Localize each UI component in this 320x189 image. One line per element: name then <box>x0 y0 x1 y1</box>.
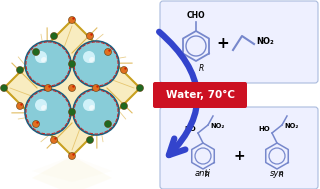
Circle shape <box>105 49 111 56</box>
Circle shape <box>83 51 95 63</box>
Circle shape <box>137 84 143 91</box>
Circle shape <box>68 108 76 115</box>
Text: NO₂: NO₂ <box>210 123 224 129</box>
Circle shape <box>41 57 47 63</box>
Text: R: R <box>279 172 284 178</box>
Circle shape <box>35 99 47 111</box>
Text: HO: HO <box>184 126 196 132</box>
Circle shape <box>124 67 127 70</box>
Circle shape <box>72 85 75 88</box>
Circle shape <box>89 57 95 63</box>
Circle shape <box>83 99 95 111</box>
Polygon shape <box>32 156 112 189</box>
Text: R: R <box>199 64 204 73</box>
Polygon shape <box>32 156 112 182</box>
Circle shape <box>1 84 7 91</box>
Circle shape <box>92 84 100 91</box>
Circle shape <box>68 153 76 160</box>
Circle shape <box>48 85 51 88</box>
Text: Water, 70°C: Water, 70°C <box>165 90 235 100</box>
Text: HO: HO <box>258 126 270 132</box>
Circle shape <box>25 89 71 135</box>
Circle shape <box>121 67 127 74</box>
Text: CHO: CHO <box>187 11 205 20</box>
Circle shape <box>108 49 111 52</box>
Text: +: + <box>233 149 245 163</box>
Circle shape <box>25 41 71 87</box>
Polygon shape <box>4 20 140 156</box>
Text: NO₂: NO₂ <box>256 37 274 46</box>
FancyBboxPatch shape <box>160 107 318 189</box>
Text: anti: anti <box>195 169 211 178</box>
Circle shape <box>68 60 76 67</box>
Circle shape <box>44 84 52 91</box>
Circle shape <box>33 49 39 56</box>
FancyBboxPatch shape <box>153 82 247 108</box>
Text: +: + <box>217 36 229 51</box>
Circle shape <box>35 51 47 63</box>
Circle shape <box>96 85 99 88</box>
Text: syn: syn <box>270 169 284 178</box>
Circle shape <box>54 137 57 140</box>
Circle shape <box>89 105 95 111</box>
Circle shape <box>72 153 75 156</box>
Circle shape <box>20 103 23 106</box>
Circle shape <box>72 17 75 20</box>
Circle shape <box>86 33 93 40</box>
Circle shape <box>51 136 58 143</box>
Text: R: R <box>205 172 210 178</box>
Circle shape <box>41 105 47 111</box>
Circle shape <box>17 67 23 74</box>
Circle shape <box>90 33 93 36</box>
Circle shape <box>17 102 23 109</box>
Circle shape <box>33 121 39 128</box>
Circle shape <box>73 41 119 87</box>
Circle shape <box>68 84 76 91</box>
Circle shape <box>73 89 119 135</box>
Circle shape <box>121 102 127 109</box>
FancyBboxPatch shape <box>160 1 318 83</box>
Circle shape <box>105 121 111 128</box>
Text: NO₂: NO₂ <box>284 123 298 129</box>
Circle shape <box>86 136 93 143</box>
Circle shape <box>68 16 76 23</box>
Circle shape <box>36 121 39 124</box>
Circle shape <box>51 33 58 40</box>
